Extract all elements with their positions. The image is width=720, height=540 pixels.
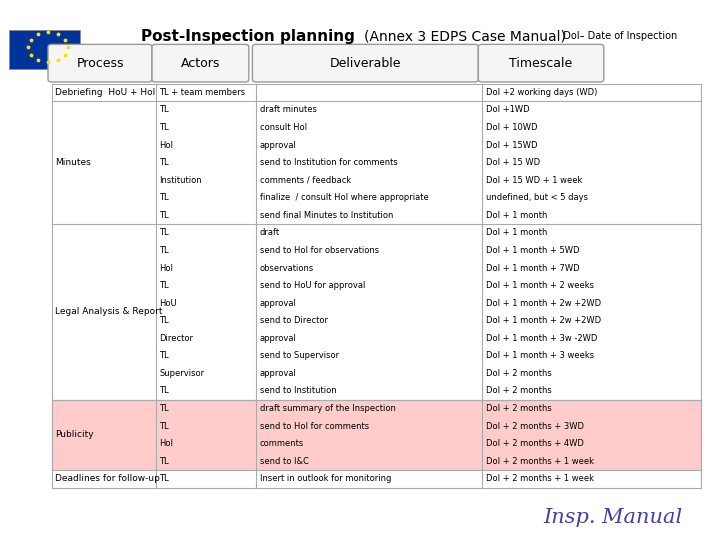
Text: Publicity: Publicity — [55, 430, 94, 440]
Text: DoI +2 working days (WD): DoI +2 working days (WD) — [485, 88, 597, 97]
Text: TL: TL — [159, 246, 168, 255]
FancyBboxPatch shape — [9, 30, 81, 69]
Text: DoI + 1 month + 2w +2WD: DoI + 1 month + 2w +2WD — [485, 299, 600, 308]
Text: Post-Inspection planning: Post-Inspection planning — [141, 29, 361, 44]
Text: DoI +1WD: DoI +1WD — [485, 105, 529, 114]
Text: DoI + 1 month + 7WD: DoI + 1 month + 7WD — [485, 264, 579, 273]
Text: DoI + 1 month + 2 weeks: DoI + 1 month + 2 weeks — [485, 281, 593, 290]
Text: comments: comments — [260, 439, 304, 448]
Text: DoI + 10WD: DoI + 10WD — [485, 123, 537, 132]
Text: DoI + 2 months: DoI + 2 months — [485, 387, 552, 395]
Bar — [52, 101, 701, 224]
Text: TL: TL — [159, 474, 168, 483]
Text: DoI + 1 month: DoI + 1 month — [485, 228, 547, 238]
Text: draft summary of the Inspection: draft summary of the Inspection — [260, 404, 395, 413]
Text: approval: approval — [260, 334, 297, 343]
Text: approval: approval — [260, 299, 297, 308]
Text: TL: TL — [159, 281, 168, 290]
Text: TL: TL — [159, 193, 168, 202]
Text: TL + team members: TL + team members — [159, 88, 246, 97]
Text: DoI + 15WD: DoI + 15WD — [485, 140, 537, 150]
Bar — [52, 400, 701, 470]
Text: DoI + 1 month + 3w -2WD: DoI + 1 month + 3w -2WD — [485, 334, 597, 343]
Text: DoI + 15 WD: DoI + 15 WD — [485, 158, 539, 167]
Text: draft: draft — [260, 228, 279, 238]
Text: DoI + 1 month + 2w +2WD: DoI + 1 month + 2w +2WD — [485, 316, 600, 325]
Text: DoI + 2 months + 3WD: DoI + 2 months + 3WD — [485, 422, 583, 430]
Text: observations: observations — [260, 264, 314, 273]
FancyBboxPatch shape — [152, 44, 249, 82]
Text: TL: TL — [159, 457, 168, 465]
Bar — [52, 84, 701, 101]
Text: (Annex 3 EDPS Case Manual): (Annex 3 EDPS Case Manual) — [364, 29, 565, 43]
Text: Deadlines for follow-up: Deadlines for follow-up — [55, 474, 160, 483]
Text: TL: TL — [159, 422, 168, 430]
Text: DoI + 2 months + 1 week: DoI + 2 months + 1 week — [485, 474, 593, 483]
Bar — [52, 224, 701, 400]
Text: Minutes: Minutes — [55, 158, 91, 167]
Text: draft minutes: draft minutes — [260, 105, 317, 114]
Text: Institution: Institution — [159, 176, 202, 185]
Text: send to Institution for comments: send to Institution for comments — [260, 158, 397, 167]
Text: Actors: Actors — [181, 57, 220, 70]
Text: send to HoI for observations: send to HoI for observations — [260, 246, 379, 255]
Text: DoI + 1 month + 3 weeks: DoI + 1 month + 3 weeks — [485, 352, 593, 360]
Text: consult HoI: consult HoI — [260, 123, 307, 132]
Text: TL: TL — [159, 404, 168, 413]
FancyBboxPatch shape — [48, 44, 152, 82]
Text: HoI: HoI — [159, 264, 174, 273]
Text: DoI + 2 months: DoI + 2 months — [485, 369, 552, 378]
Text: Deliverable: Deliverable — [330, 57, 401, 70]
Text: DoI + 2 months + 1 week: DoI + 2 months + 1 week — [485, 457, 593, 465]
Text: TL: TL — [159, 123, 168, 132]
Text: send to Institution: send to Institution — [260, 387, 336, 395]
Text: send to Supervisor: send to Supervisor — [260, 352, 338, 360]
Text: TL: TL — [159, 158, 168, 167]
Text: send to Director: send to Director — [260, 316, 328, 325]
Text: comments / feedback: comments / feedback — [260, 176, 351, 185]
Text: Insp. Manual: Insp. Manual — [544, 508, 683, 526]
Text: send to I&C: send to I&C — [260, 457, 308, 465]
Text: Director: Director — [159, 334, 193, 343]
Text: DoI + 1 month + 5WD: DoI + 1 month + 5WD — [485, 246, 579, 255]
FancyBboxPatch shape — [253, 44, 478, 82]
Text: finalize  / consult HoI where appropriate: finalize / consult HoI where appropriate — [260, 193, 428, 202]
Text: DoI + 2 months: DoI + 2 months — [485, 404, 552, 413]
Text: Debriefing  HoU + HoI: Debriefing HoU + HoI — [55, 88, 156, 97]
Text: DoI + 2 months + 4WD: DoI + 2 months + 4WD — [485, 439, 583, 448]
Text: TL: TL — [159, 228, 168, 238]
Text: DoI + 1 month: DoI + 1 month — [485, 211, 547, 220]
Text: Insert in outlook for monitoring: Insert in outlook for monitoring — [260, 474, 391, 483]
Text: Legal Analysis & Report: Legal Analysis & Report — [55, 307, 163, 316]
Text: DoI– Date of Inspection: DoI– Date of Inspection — [557, 31, 678, 41]
FancyBboxPatch shape — [478, 44, 604, 82]
Text: Process: Process — [76, 57, 124, 70]
Text: send to HoU for approval: send to HoU for approval — [260, 281, 365, 290]
Text: TL: TL — [159, 316, 168, 325]
Text: TL: TL — [159, 352, 168, 360]
Text: TL: TL — [159, 387, 168, 395]
Text: send to HoI for comments: send to HoI for comments — [260, 422, 369, 430]
Text: approval: approval — [260, 140, 297, 150]
Text: approval: approval — [260, 369, 297, 378]
Bar — [52, 470, 701, 488]
Text: send final Minutes to Institution: send final Minutes to Institution — [260, 211, 393, 220]
Text: HoI: HoI — [159, 140, 174, 150]
Text: HoI: HoI — [159, 439, 174, 448]
Text: DoI + 15 WD + 1 week: DoI + 15 WD + 1 week — [485, 176, 582, 185]
Text: TL: TL — [159, 211, 168, 220]
Text: Timescale: Timescale — [510, 57, 572, 70]
Text: HoU: HoU — [159, 299, 177, 308]
Text: TL: TL — [159, 105, 168, 114]
Text: Supervisor: Supervisor — [159, 369, 204, 378]
Text: undefined, but < 5 days: undefined, but < 5 days — [485, 193, 588, 202]
